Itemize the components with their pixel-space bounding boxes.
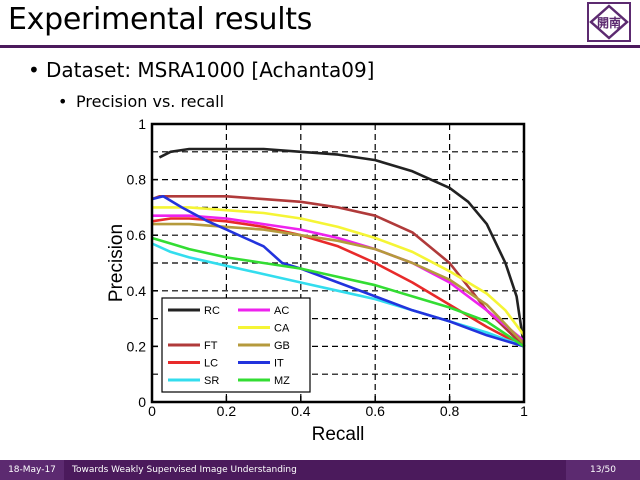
footer-title: Towards Weakly Supervised Image Understa…: [72, 465, 297, 475]
legend-box: [161, 297, 311, 393]
university-logo-icon: 開南: [587, 2, 631, 42]
y-axis-label: Precision: [106, 224, 127, 302]
x-tick-label: 0.2: [217, 403, 237, 419]
y-tick-label: 0: [138, 394, 146, 410]
legend-label-gb: GB: [274, 340, 290, 352]
series-line-ac: [152, 214, 525, 342]
series-line-gb: [152, 222, 525, 345]
bullet-dataset: • Dataset: MSRA1000 [Achanta09]: [28, 58, 374, 82]
y-tick-label: 0.6: [127, 227, 147, 243]
title-underline: [0, 45, 640, 48]
x-tick-label: 1: [520, 403, 528, 419]
footer-bar: 18-May-17 Towards Weakly Supervised Imag…: [0, 460, 640, 480]
series-line-lc: [151, 217, 525, 348]
precision-recall-chart: 0 0.2 0.4 0.6 0.8 1 0 0.2 0.4 0.6 0.8 1 Recall Precis…: [106, 116, 528, 445]
y-tick-label: 1: [138, 116, 146, 132]
series-line-rc: [158, 147, 526, 347]
x-tick-label: 0.4: [291, 403, 311, 419]
legend-label-ac: AC: [274, 305, 289, 317]
legend-label-sr: SR: [204, 375, 219, 387]
x-axis-label: Recall: [312, 424, 365, 445]
y-tick-label: 0.4: [127, 283, 147, 299]
x-tick-label: 0.6: [365, 403, 385, 419]
series-line-ft: [151, 195, 525, 348]
plot-frame: [150, 122, 526, 404]
logo-text: 開南: [597, 15, 621, 30]
series-line-ca: [152, 206, 526, 337]
footer-date: 18-May-17: [0, 460, 64, 480]
legend-label-it: IT: [274, 358, 284, 370]
y-tick-label: 0.2: [127, 338, 147, 354]
legend-label-mz: MZ: [274, 375, 290, 387]
bullet-subpoint: • Precision vs. recall: [58, 92, 224, 111]
series-line-mz: [151, 236, 525, 348]
x-tick-label: 0.8: [440, 403, 460, 419]
legend-label-rc: RC: [204, 305, 220, 317]
bullet-dot-icon: •: [28, 58, 40, 82]
slide-title: Experimental results: [8, 2, 313, 37]
footer-page-number: 13/50: [566, 460, 640, 480]
bullet-dataset-text: Dataset: MSRA1000 [Achanta09]: [46, 58, 375, 82]
series-line-it: [151, 195, 525, 348]
legend-label-lc: LC: [204, 358, 218, 370]
bullet-dot-icon: •: [58, 92, 68, 111]
legend-label-ca: CA: [274, 323, 290, 335]
y-tick-label: 0.8: [127, 172, 147, 188]
bullet-subpoint-text: Precision vs. recall: [76, 92, 225, 111]
legend-label-ft: FT: [204, 340, 218, 352]
x-tick-label: 0: [148, 403, 156, 419]
